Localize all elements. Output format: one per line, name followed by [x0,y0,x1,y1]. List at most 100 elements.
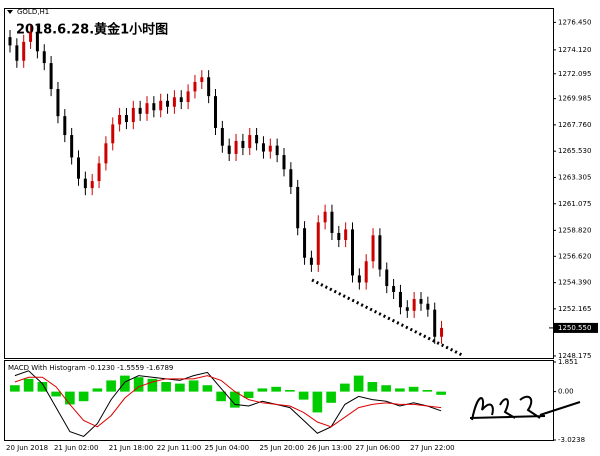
histogram-bar [326,391,336,403]
candle-body [83,178,87,189]
candle-body [159,100,163,111]
candle-body [152,103,156,111]
candle-body [138,107,142,114]
x-tick-label: 20 Jun 2018 [6,444,48,452]
candle-body [131,107,135,123]
histogram-bar [422,390,433,392]
y-tick-label: 1263.305 [558,173,591,181]
candle-body [166,100,170,107]
candle-body [207,77,211,97]
histogram-bar [285,390,295,392]
histogram-bar [230,391,240,408]
x-tick-label: 27 Jun 06:00 [355,444,399,452]
histogram-bar [188,380,199,392]
candle-body [309,257,313,265]
histogram-bar [298,391,309,400]
candle-body [398,291,402,308]
y-tick-label: 1269.985 [558,95,591,103]
histogram-bar [216,391,226,402]
candle-body [15,45,19,61]
x-tick-label: 21 Jun 02:00 [54,444,98,452]
candle-body [275,145,279,156]
candle-body [255,135,259,144]
candle-body [282,155,286,170]
histogram-bar [312,391,323,413]
last-price-label: 1250.550 [558,324,591,332]
histogram-bar [147,378,158,392]
candle-body [124,114,128,123]
y-tick-label: 0.00 [558,388,574,396]
y-tick-label: 1272.095 [558,70,591,78]
histogram-bar [367,382,378,392]
candle-body [323,211,327,223]
symbol: GOLD,H1 [17,8,49,16]
histogram-bar [271,386,281,392]
x-tick-label: 26 Jun 13:00 [307,444,351,452]
candle-body [433,309,437,337]
histogram-bar [381,385,391,392]
candle-body [145,103,149,114]
histogram-bar [353,375,364,392]
candle-body [179,97,183,103]
histogram-bar [202,385,213,392]
histogram-bar [92,388,103,392]
macd-title: MACD With Histogram -0.1230 -1.5559 -1.6… [8,364,173,372]
y-tick-label: 1248.175 [558,352,591,360]
candle-body [35,32,39,52]
last-price-box [554,322,598,333]
candle-body [385,269,389,287]
candle-body [172,97,176,107]
candle-body [419,299,423,304]
candle-body [8,37,12,46]
candle-body [392,286,396,292]
histogram-bar [408,386,419,392]
candle-body [111,124,115,144]
candle-body [344,229,348,241]
candle-body [364,261,368,283]
y-tick-label: 1267.760 [558,121,591,129]
candle-body [426,303,430,310]
x-tick-label: 22 Jun 11:00 [157,444,201,452]
candle-body [303,228,307,258]
candle-body [104,143,108,164]
candle-body [49,63,53,90]
x-tick-label: 27 Jun 22:00 [410,444,454,452]
candle-body [77,157,80,179]
histogram-bar [78,391,89,402]
histogram-bar [133,377,144,392]
signature [469,395,581,421]
macd-panel [4,360,554,441]
histogram-bar [65,391,75,405]
y-tick-label: 1256.620 [558,252,591,260]
candle-body [97,163,101,182]
histogram-bar [257,388,268,392]
candle-body [70,135,74,158]
y-tick-label: 1252.165 [558,305,591,313]
histogram-bar [23,378,34,392]
candle-body [316,222,320,265]
symbol-marker [7,10,13,14]
histogram-bar [436,391,446,395]
histogram-bar [340,383,350,392]
candle-body [371,235,375,262]
candle-body [296,186,300,229]
y-tick-label: 1265.530 [558,147,591,155]
x-tick-label: 25 Jun 04:00 [205,444,249,452]
y-tick-label: 1258.820 [558,226,591,234]
candle-body [56,89,60,117]
histogram-bar [243,391,254,399]
candle-body [90,181,94,189]
candle-body [351,229,354,276]
candle-body [241,140,245,149]
candle-body [186,91,190,103]
candle-body [330,211,334,233]
candle-body [42,51,46,64]
macd-line [14,370,442,437]
candle-body [29,32,33,42]
candle-body [248,135,252,149]
histogram-bar [395,388,405,392]
candle-body [357,275,361,283]
x-tick-label: 21 Jun 18:00 [109,444,153,452]
